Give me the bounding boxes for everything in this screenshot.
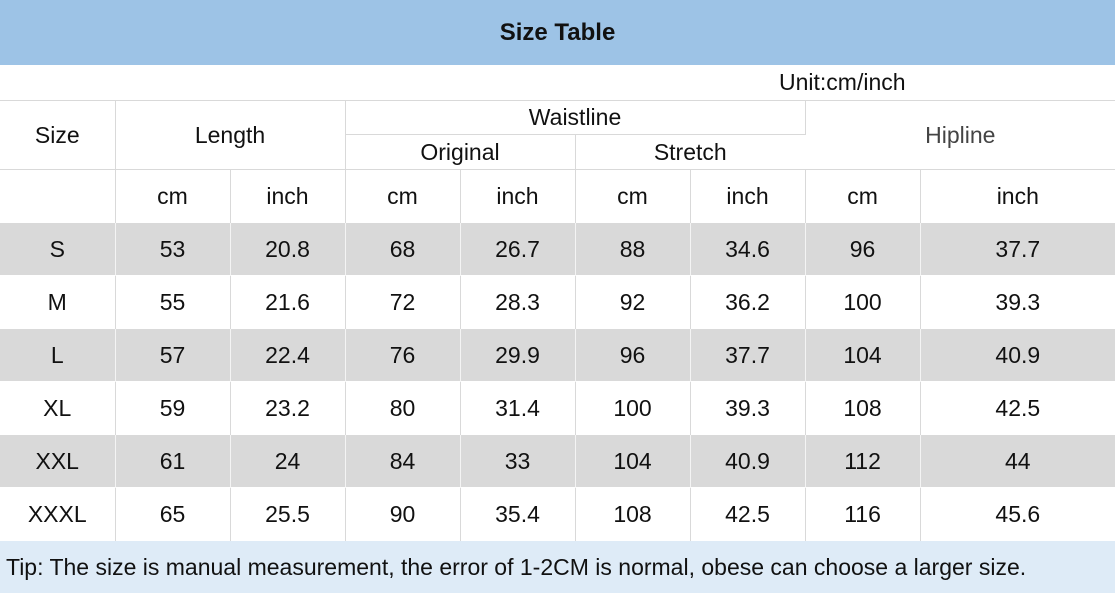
size-table: Size Length Waistline Hipline Original S… <box>0 100 1115 541</box>
size-cell: XXL <box>0 434 116 488</box>
table-row: XL 59 23.2 80 31.4 100 39.3 108 42.5 <box>0 381 1115 435</box>
table-row: XXXL 65 25.5 90 35.4 108 42.5 116 45.6 <box>0 487 1115 541</box>
table-row: S 53 20.8 68 26.7 88 34.6 96 37.7 <box>0 222 1115 276</box>
unit-header-cell: cm <box>575 169 691 223</box>
unit-header-cell: inch <box>460 169 576 223</box>
size-cell: L <box>0 328 116 382</box>
table-cell: 39.3 <box>690 381 806 435</box>
tip-bar: Tip: The size is manual measurement, the… <box>0 541 1115 593</box>
table-cell: 42.5 <box>690 487 806 541</box>
size-header: Size <box>0 100 116 170</box>
table-cell: 108 <box>805 381 921 435</box>
table-cell: 28.3 <box>460 275 576 329</box>
waistline-header: Waistline <box>345 100 806 135</box>
stretch-header: Stretch <box>653 138 727 165</box>
table-cell: 53 <box>115 222 231 276</box>
table-cell: 37.7 <box>690 328 806 382</box>
unit-header-cell: inch <box>920 169 1115 223</box>
table-cell: 65 <box>115 487 231 541</box>
unit-note-row: Unit:cm/inch <box>0 65 1115 100</box>
hipline-header: Hipline <box>805 100 1115 170</box>
table-cell: 31.4 <box>460 381 576 435</box>
table-cell: 68 <box>345 222 461 276</box>
unit-header-cell: inch <box>230 169 346 223</box>
table-cell: 55 <box>115 275 231 329</box>
table-cell: 76 <box>345 328 461 382</box>
header-row-2: Original Stretch <box>0 134 1115 170</box>
original-header: Original <box>345 134 576 170</box>
table-cell: 116 <box>805 487 921 541</box>
table-cell: 22.4 <box>230 328 346 382</box>
table-cell: 39.3 <box>920 275 1115 329</box>
size-cell: XXXL <box>0 487 116 541</box>
table-cell: 100 <box>805 275 921 329</box>
unit-header-cell: cm <box>345 169 461 223</box>
header-row-1: Size Length Waistline Hipline <box>0 100 1115 170</box>
table-cell: 92 <box>575 275 691 329</box>
table-cell: 104 <box>805 328 921 382</box>
table-cell: 108 <box>575 487 691 541</box>
table-cell: 61 <box>115 434 231 488</box>
table-cell: 88 <box>575 222 691 276</box>
table-cell: 34.6 <box>690 222 806 276</box>
table-cell: 36.2 <box>690 275 806 329</box>
table-cell: 90 <box>345 487 461 541</box>
table-title: Size Table <box>0 0 1115 65</box>
table-cell: 40.9 <box>920 328 1115 382</box>
table-cell: 72 <box>345 275 461 329</box>
table-row: XXL 61 24 84 33 104 40.9 112 44 <box>0 434 1115 488</box>
table-cell: 57 <box>115 328 231 382</box>
table-cell: 112 <box>805 434 921 488</box>
unit-header-cell: inch <box>690 169 806 223</box>
table-cell: 29.9 <box>460 328 576 382</box>
table-cell: 100 <box>575 381 691 435</box>
unit-header-row: cm inch cm inch cm inch cm inch <box>0 169 1115 223</box>
length-header: Length <box>115 100 346 170</box>
table-row: L 57 22.4 76 29.9 96 37.7 104 40.9 <box>0 328 1115 382</box>
table-cell: 23.2 <box>230 381 346 435</box>
size-cell: XL <box>0 381 116 435</box>
unit-header-cell: cm <box>805 169 921 223</box>
table-row: M 55 21.6 72 28.3 92 36.2 100 39.3 <box>0 275 1115 329</box>
size-cell: S <box>0 222 116 276</box>
table-cell: 42.5 <box>920 381 1115 435</box>
unit-note: Unit:cm/inch <box>779 69 906 95</box>
table-cell: 33 <box>460 434 576 488</box>
table-cell: 96 <box>805 222 921 276</box>
unit-header-blank <box>0 169 116 223</box>
table-cell: 40.9 <box>690 434 806 488</box>
table-cell: 26.7 <box>460 222 576 276</box>
table-cell: 21.6 <box>230 275 346 329</box>
table-cell: 37.7 <box>920 222 1115 276</box>
table-cell: 24 <box>230 434 346 488</box>
table-cell: 80 <box>345 381 461 435</box>
table-cell: 45.6 <box>920 487 1115 541</box>
table-cell: 84 <box>345 434 461 488</box>
size-cell: M <box>0 275 116 329</box>
tip-text: Tip: The size is manual measurement, the… <box>6 553 1027 580</box>
unit-header-cell: cm <box>115 169 231 223</box>
table-cell: 20.8 <box>230 222 346 276</box>
table-cell: 35.4 <box>460 487 576 541</box>
table-cell: 104 <box>575 434 691 488</box>
table-cell: 44 <box>920 434 1115 488</box>
table-cell: 25.5 <box>230 487 346 541</box>
table-cell: 96 <box>575 328 691 382</box>
table-cell: 59 <box>115 381 231 435</box>
